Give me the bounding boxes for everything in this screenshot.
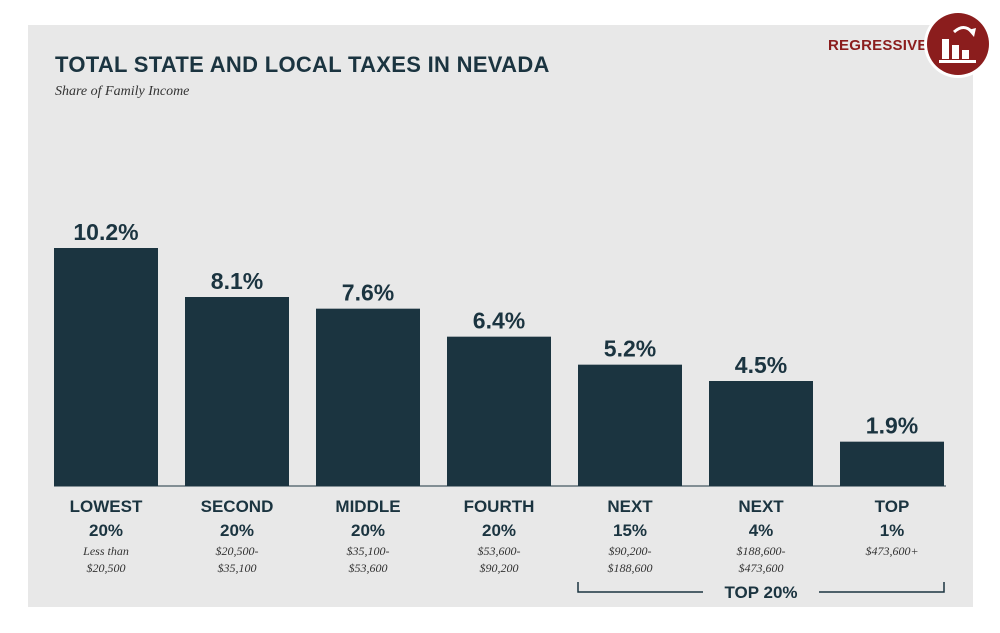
income-range-label: $90,200 <box>480 561 519 575</box>
category-label: 20% <box>89 521 123 540</box>
chart-title: TOTAL STATE AND LOCAL TAXES IN NEVADA <box>55 52 550 77</box>
category-label: NEXT <box>738 497 784 516</box>
value-label: 8.1% <box>211 268 263 294</box>
value-label: 10.2% <box>73 219 138 245</box>
category-label: 4% <box>749 521 774 540</box>
value-label: 5.2% <box>604 336 656 362</box>
income-range-label: $473,600+ <box>865 544 918 558</box>
income-range-label: $90,200- <box>609 544 652 558</box>
category-label: SECOND <box>201 497 274 516</box>
category-label: NEXT <box>607 497 653 516</box>
category-label: 20% <box>351 521 385 540</box>
bar <box>447 336 551 486</box>
income-range-label: $35,100 <box>218 561 257 575</box>
value-label: 4.5% <box>735 352 787 378</box>
regressive-bar-chart-icon <box>924 10 992 78</box>
category-label: 15% <box>613 521 647 540</box>
value-label: 6.4% <box>473 308 525 334</box>
category-label: MIDDLE <box>335 497 400 516</box>
bar <box>840 441 944 486</box>
income-range-label: $20,500- <box>216 544 259 558</box>
bar <box>185 297 289 486</box>
top-20-bracket <box>577 582 945 593</box>
value-label: 1.9% <box>866 413 918 439</box>
bar <box>54 248 158 486</box>
income-range-label: $188,600- <box>737 544 786 558</box>
regressive-badge-label: REGRESSIVE <box>828 37 928 54</box>
income-range-label: $53,600 <box>349 561 388 575</box>
category-label: 20% <box>220 521 254 540</box>
income-range-label: $53,600- <box>478 544 521 558</box>
top-20-label: TOP 20% <box>724 583 797 602</box>
category-label: TOP <box>875 497 910 516</box>
bar <box>578 364 682 486</box>
value-label: 7.6% <box>342 280 394 306</box>
category-label: 20% <box>482 521 516 540</box>
category-label: FOURTH <box>464 497 535 516</box>
chart-subtitle: Share of Family Income <box>55 84 190 99</box>
income-range-label: $473,600 <box>739 561 784 575</box>
income-range-label: $35,100- <box>347 544 390 558</box>
bar <box>316 308 420 486</box>
income-range-label: $188,600 <box>608 561 653 575</box>
bar <box>709 381 813 486</box>
category-label: 1% <box>880 521 905 540</box>
income-range-label: $20,500 <box>87 561 126 575</box>
category-label: LOWEST <box>70 497 143 516</box>
income-range-label: Less than <box>82 544 129 558</box>
